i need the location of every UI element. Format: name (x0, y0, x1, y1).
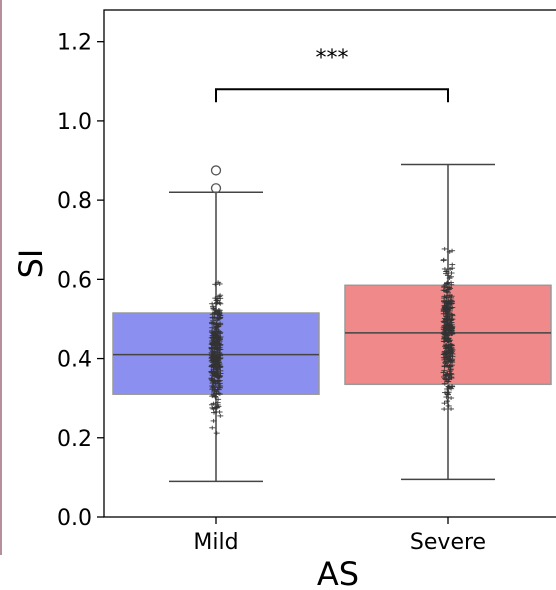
y-tick-label-2: 0.4 (57, 348, 92, 373)
significance-bracket-line (215, 88, 449, 103)
plot-area (103, 9, 556, 518)
outlier-0-1 (210, 165, 222, 176)
y-tick-label-3: 0.6 (57, 268, 92, 293)
y-axis: 0.0 0.2 0.4 0.6 0.8 1.0 1.2 (57, 31, 104, 531)
left-edge-line (0, 0, 2, 555)
y-axis-title: SI (12, 249, 50, 279)
y-tick-label-5: 1.0 (57, 110, 92, 135)
plot-frame (103, 9, 556, 518)
x-tick-label-1: Severe (410, 530, 486, 555)
significance-label: *** (316, 46, 349, 71)
x-tick-label-0: Mild (193, 530, 238, 555)
outlier-0-0 (210, 183, 222, 194)
y-tick-label-6: 1.2 (57, 31, 92, 56)
x-axis: Mild Severe (193, 517, 486, 555)
y-tick-label-1: 0.2 (57, 427, 92, 452)
significance-bracket: *** (215, 46, 449, 103)
y-tick-label-4: 0.8 (57, 189, 92, 214)
strip-points (208, 246, 456, 436)
y-tick-label-0: 0.0 (57, 506, 92, 531)
boxes (112, 163, 552, 483)
x-axis-title: AS (317, 555, 359, 590)
